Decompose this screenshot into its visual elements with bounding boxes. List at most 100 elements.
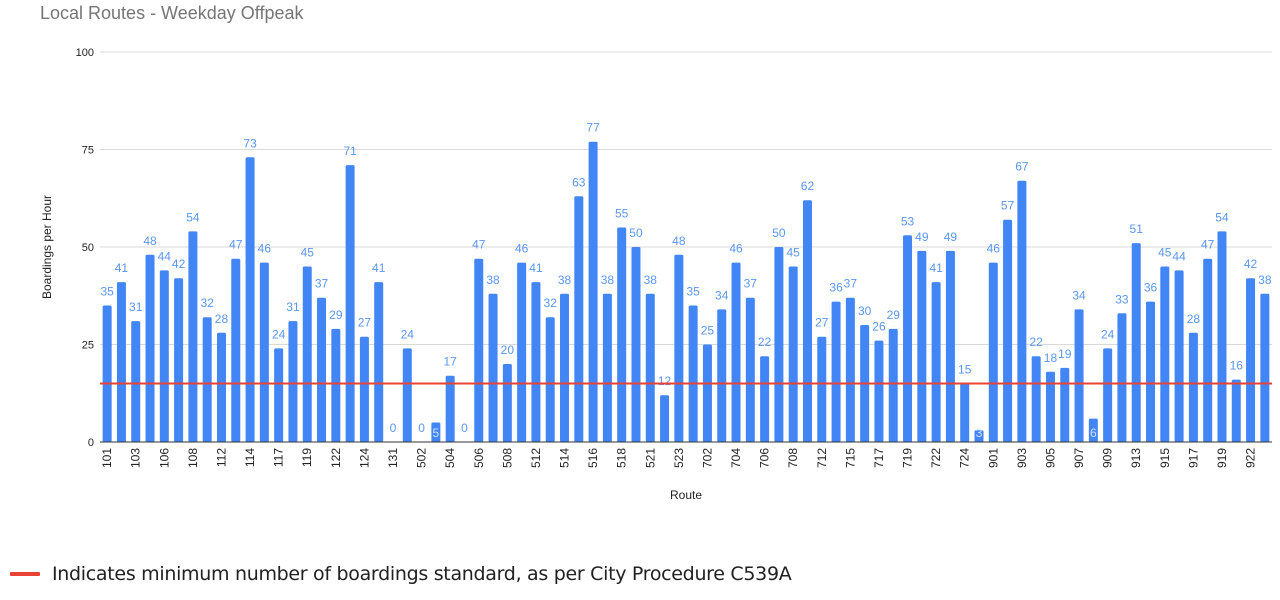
bar xyxy=(602,293,612,442)
data-label: 37 xyxy=(744,277,758,291)
data-label: 51 xyxy=(1130,222,1144,236)
data-label: 38 xyxy=(1258,273,1272,287)
bar xyxy=(1217,231,1227,442)
data-label: 28 xyxy=(1187,312,1201,326)
bar xyxy=(474,258,484,442)
data-label: 44 xyxy=(158,249,172,263)
x-tick-label: 915 xyxy=(1158,448,1172,468)
x-tick-label: 506 xyxy=(472,448,486,468)
x-tick-label: 114 xyxy=(243,448,257,467)
x-tick-label: 514 xyxy=(558,448,572,468)
x-tick-label: 917 xyxy=(1186,448,1200,468)
data-label: 41 xyxy=(929,261,943,275)
data-label: 37 xyxy=(844,277,858,291)
bar xyxy=(159,270,169,442)
data-label: 42 xyxy=(1244,257,1258,271)
data-label: 32 xyxy=(201,296,215,310)
bar xyxy=(402,348,412,442)
data-label: 62 xyxy=(801,179,815,193)
bar xyxy=(1017,180,1027,442)
bar xyxy=(903,235,913,442)
bar xyxy=(545,317,555,442)
data-label: 55 xyxy=(615,207,629,221)
bar xyxy=(688,305,698,442)
bars xyxy=(102,141,1270,443)
data-label: 77 xyxy=(586,121,600,135)
bar xyxy=(259,262,269,442)
bar xyxy=(374,282,384,442)
data-label: 71 xyxy=(343,144,357,158)
bar xyxy=(1060,367,1070,442)
data-label: 6 xyxy=(1090,426,1097,440)
data-label: 0 xyxy=(461,421,468,435)
bar xyxy=(745,297,755,442)
data-label: 22 xyxy=(758,335,772,349)
bar xyxy=(1203,258,1213,442)
bar xyxy=(531,282,541,442)
bar xyxy=(116,282,126,442)
bar xyxy=(802,200,812,442)
data-label: 42 xyxy=(172,257,186,271)
data-label: 29 xyxy=(329,308,343,322)
bar xyxy=(645,293,655,442)
x-tick-label: 724 xyxy=(958,448,972,468)
data-label: 47 xyxy=(472,238,486,252)
data-label: 12 xyxy=(658,374,672,388)
data-label: 49 xyxy=(944,230,958,244)
bar xyxy=(760,356,770,442)
y-axis-ticks: 0 25 50 75 100 xyxy=(76,47,94,449)
data-label: 38 xyxy=(644,273,658,287)
x-tick-label: 101 xyxy=(100,448,114,468)
bar xyxy=(931,282,941,442)
x-tick-label: 108 xyxy=(186,448,200,468)
data-label: 24 xyxy=(401,327,415,341)
data-label: 34 xyxy=(715,288,729,302)
y-tick-label: 25 xyxy=(82,340,94,352)
x-tick-label: 708 xyxy=(786,448,800,468)
data-label: 32 xyxy=(544,296,558,310)
data-label: 48 xyxy=(143,234,157,248)
x-tick-label: 508 xyxy=(500,448,514,468)
data-label: 41 xyxy=(372,261,386,275)
y-tick-label: 50 xyxy=(82,242,94,254)
x-tick-label: 131 xyxy=(386,448,400,468)
bar xyxy=(317,297,327,442)
x-tick-label: 523 xyxy=(672,448,686,468)
bar xyxy=(1117,313,1127,442)
data-label: 54 xyxy=(1215,210,1229,224)
bar xyxy=(831,301,841,442)
bar xyxy=(102,305,112,442)
data-label: 30 xyxy=(858,304,872,318)
data-label: 17 xyxy=(443,355,457,369)
bar xyxy=(702,344,712,442)
x-tick-label: 702 xyxy=(700,448,714,468)
data-label: 37 xyxy=(315,277,329,291)
data-label: 48 xyxy=(672,234,686,248)
bar xyxy=(145,254,155,442)
data-label: 3 xyxy=(976,426,983,440)
x-tick-label: 122 xyxy=(329,448,343,468)
x-tick-label: 712 xyxy=(815,448,829,468)
x-tick-label: 909 xyxy=(1101,448,1115,468)
data-label: 44 xyxy=(1172,249,1186,263)
data-label: 22 xyxy=(1029,335,1043,349)
bar xyxy=(245,157,255,443)
data-label: 46 xyxy=(729,242,743,256)
bar xyxy=(359,336,369,442)
bar xyxy=(731,262,741,442)
bar xyxy=(345,165,355,442)
data-label: 35 xyxy=(100,285,114,299)
data-label: 24 xyxy=(1101,327,1115,341)
x-tick-label: 512 xyxy=(529,448,543,468)
bar xyxy=(631,247,641,442)
y-tick-label: 0 xyxy=(88,437,94,449)
bar xyxy=(960,383,970,442)
data-label: 15 xyxy=(958,363,972,377)
x-axis-label: Route xyxy=(670,488,702,502)
bar xyxy=(274,348,284,442)
data-label: 27 xyxy=(815,316,829,330)
data-label: 46 xyxy=(258,242,272,256)
data-label: 20 xyxy=(501,343,515,357)
bar xyxy=(588,141,598,442)
